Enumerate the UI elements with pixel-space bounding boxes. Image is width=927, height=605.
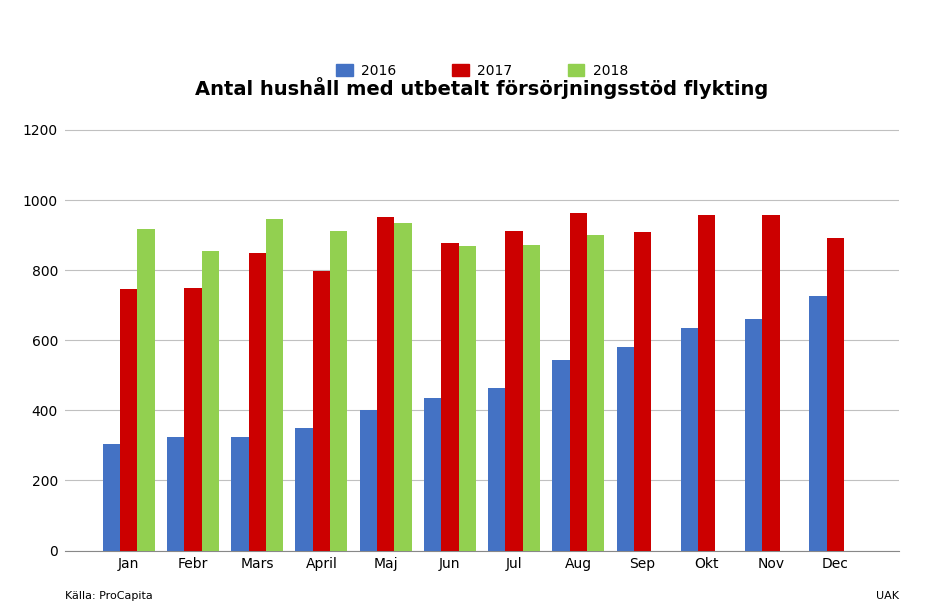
Bar (296, 428, 312, 551)
Bar (312, 271, 330, 551)
Bar (202, 251, 219, 551)
Bar (248, 253, 266, 551)
Text: UAK: UAK (876, 591, 899, 601)
Bar (377, 217, 394, 551)
Bar (809, 296, 827, 551)
Bar (587, 235, 604, 551)
Title: Antal hushåll med utbetalt försörjningsstöd flykting: Antal hushåll med utbetalt försörjningss… (196, 77, 768, 99)
Bar (552, 359, 570, 551)
Bar (424, 398, 441, 551)
Bar (570, 214, 587, 551)
Bar (330, 231, 348, 551)
Bar (827, 238, 844, 551)
Text: Källa: ProCapita: Källa: ProCapita (65, 591, 153, 601)
Bar (616, 347, 634, 551)
Bar (167, 437, 184, 551)
Bar (137, 229, 155, 551)
Bar (523, 245, 540, 551)
Bar (634, 232, 652, 551)
Bar (505, 231, 523, 551)
Bar (745, 319, 762, 551)
Bar (459, 246, 476, 551)
Legend: 2016, 2017, 2018: 2016, 2017, 2018 (331, 59, 633, 83)
Bar (698, 215, 716, 551)
Bar (266, 220, 284, 551)
Bar (231, 437, 248, 551)
Bar (680, 328, 698, 551)
Bar (441, 243, 459, 551)
Bar (762, 215, 780, 551)
Bar (360, 410, 377, 551)
Bar (394, 223, 412, 551)
Bar (184, 289, 202, 551)
Bar (103, 443, 121, 551)
Bar (489, 388, 505, 551)
Bar (121, 289, 137, 551)
